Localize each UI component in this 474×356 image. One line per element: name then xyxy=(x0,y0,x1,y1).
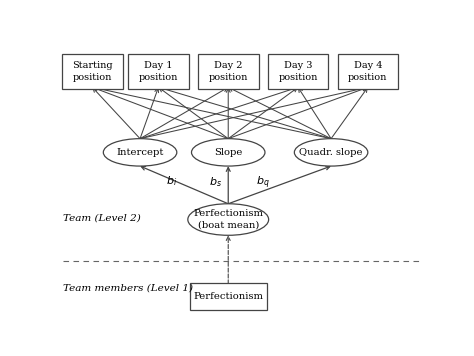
Text: Day 1
position: Day 1 position xyxy=(139,61,178,82)
Text: Day 3
position: Day 3 position xyxy=(278,61,318,82)
FancyBboxPatch shape xyxy=(190,283,267,310)
Ellipse shape xyxy=(294,139,368,166)
FancyBboxPatch shape xyxy=(128,54,189,89)
Text: $b_s$: $b_s$ xyxy=(209,176,222,189)
Text: Day 4
position: Day 4 position xyxy=(348,61,388,82)
Ellipse shape xyxy=(191,139,265,166)
Text: Perfectionism
(boat mean): Perfectionism (boat mean) xyxy=(193,209,263,230)
FancyBboxPatch shape xyxy=(62,54,123,89)
Text: Slope: Slope xyxy=(214,148,242,157)
Text: Team members (Level 1): Team members (Level 1) xyxy=(63,284,193,293)
Text: Intercept: Intercept xyxy=(117,148,164,157)
Text: $b_q$: $b_q$ xyxy=(256,174,270,191)
Text: Team (Level 2): Team (Level 2) xyxy=(63,214,141,222)
Text: Perfectionism: Perfectionism xyxy=(193,292,263,301)
Text: Starting
position: Starting position xyxy=(72,61,113,82)
Text: Day 2
position: Day 2 position xyxy=(209,61,248,82)
FancyBboxPatch shape xyxy=(198,54,258,89)
Ellipse shape xyxy=(188,204,269,235)
Text: Quadr. slope: Quadr. slope xyxy=(300,148,363,157)
Ellipse shape xyxy=(103,139,177,166)
FancyBboxPatch shape xyxy=(268,54,328,89)
FancyBboxPatch shape xyxy=(337,54,398,89)
Text: $b_i$: $b_i$ xyxy=(166,174,177,188)
